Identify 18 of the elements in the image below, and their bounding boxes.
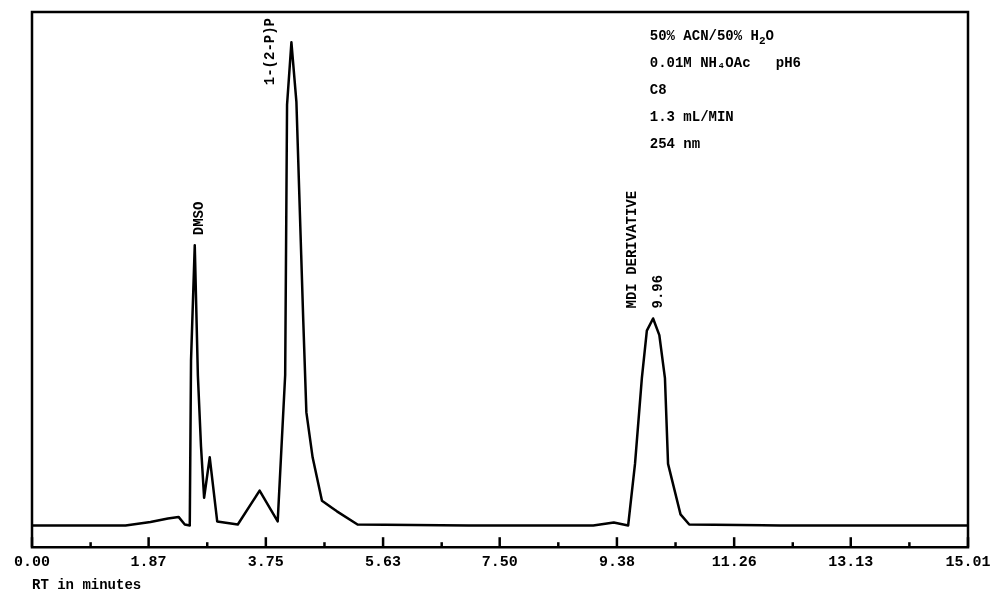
- x-axis-title: RT in minutes: [32, 577, 142, 594]
- x-tick-label: 13.13: [828, 553, 874, 571]
- x-tick-label: 7.50: [481, 553, 518, 571]
- annotation: 254 nm: [649, 136, 701, 152]
- x-tick-label: 3.75: [247, 553, 284, 571]
- annotation: 0.01M NH₄OAc pH6: [649, 55, 801, 71]
- annotation: 1.3 mL/MIN: [649, 109, 734, 125]
- annotation: 9.96: [649, 274, 666, 309]
- x-tick-label: 1.87: [130, 553, 167, 571]
- annotation: MDI DERIVATIVE: [623, 190, 640, 309]
- annotation: 1-(2-P)P: [261, 17, 278, 86]
- annotation: DMSO: [191, 201, 208, 236]
- annotation: C8: [649, 82, 667, 98]
- x-tick-label: 15.01: [945, 553, 991, 571]
- x-tick-label: 9.38: [598, 553, 635, 571]
- x-tick-label: 5.63: [365, 553, 402, 571]
- x-tick-label: 11.26: [711, 553, 757, 571]
- x-tick-label: 0.00: [14, 553, 51, 571]
